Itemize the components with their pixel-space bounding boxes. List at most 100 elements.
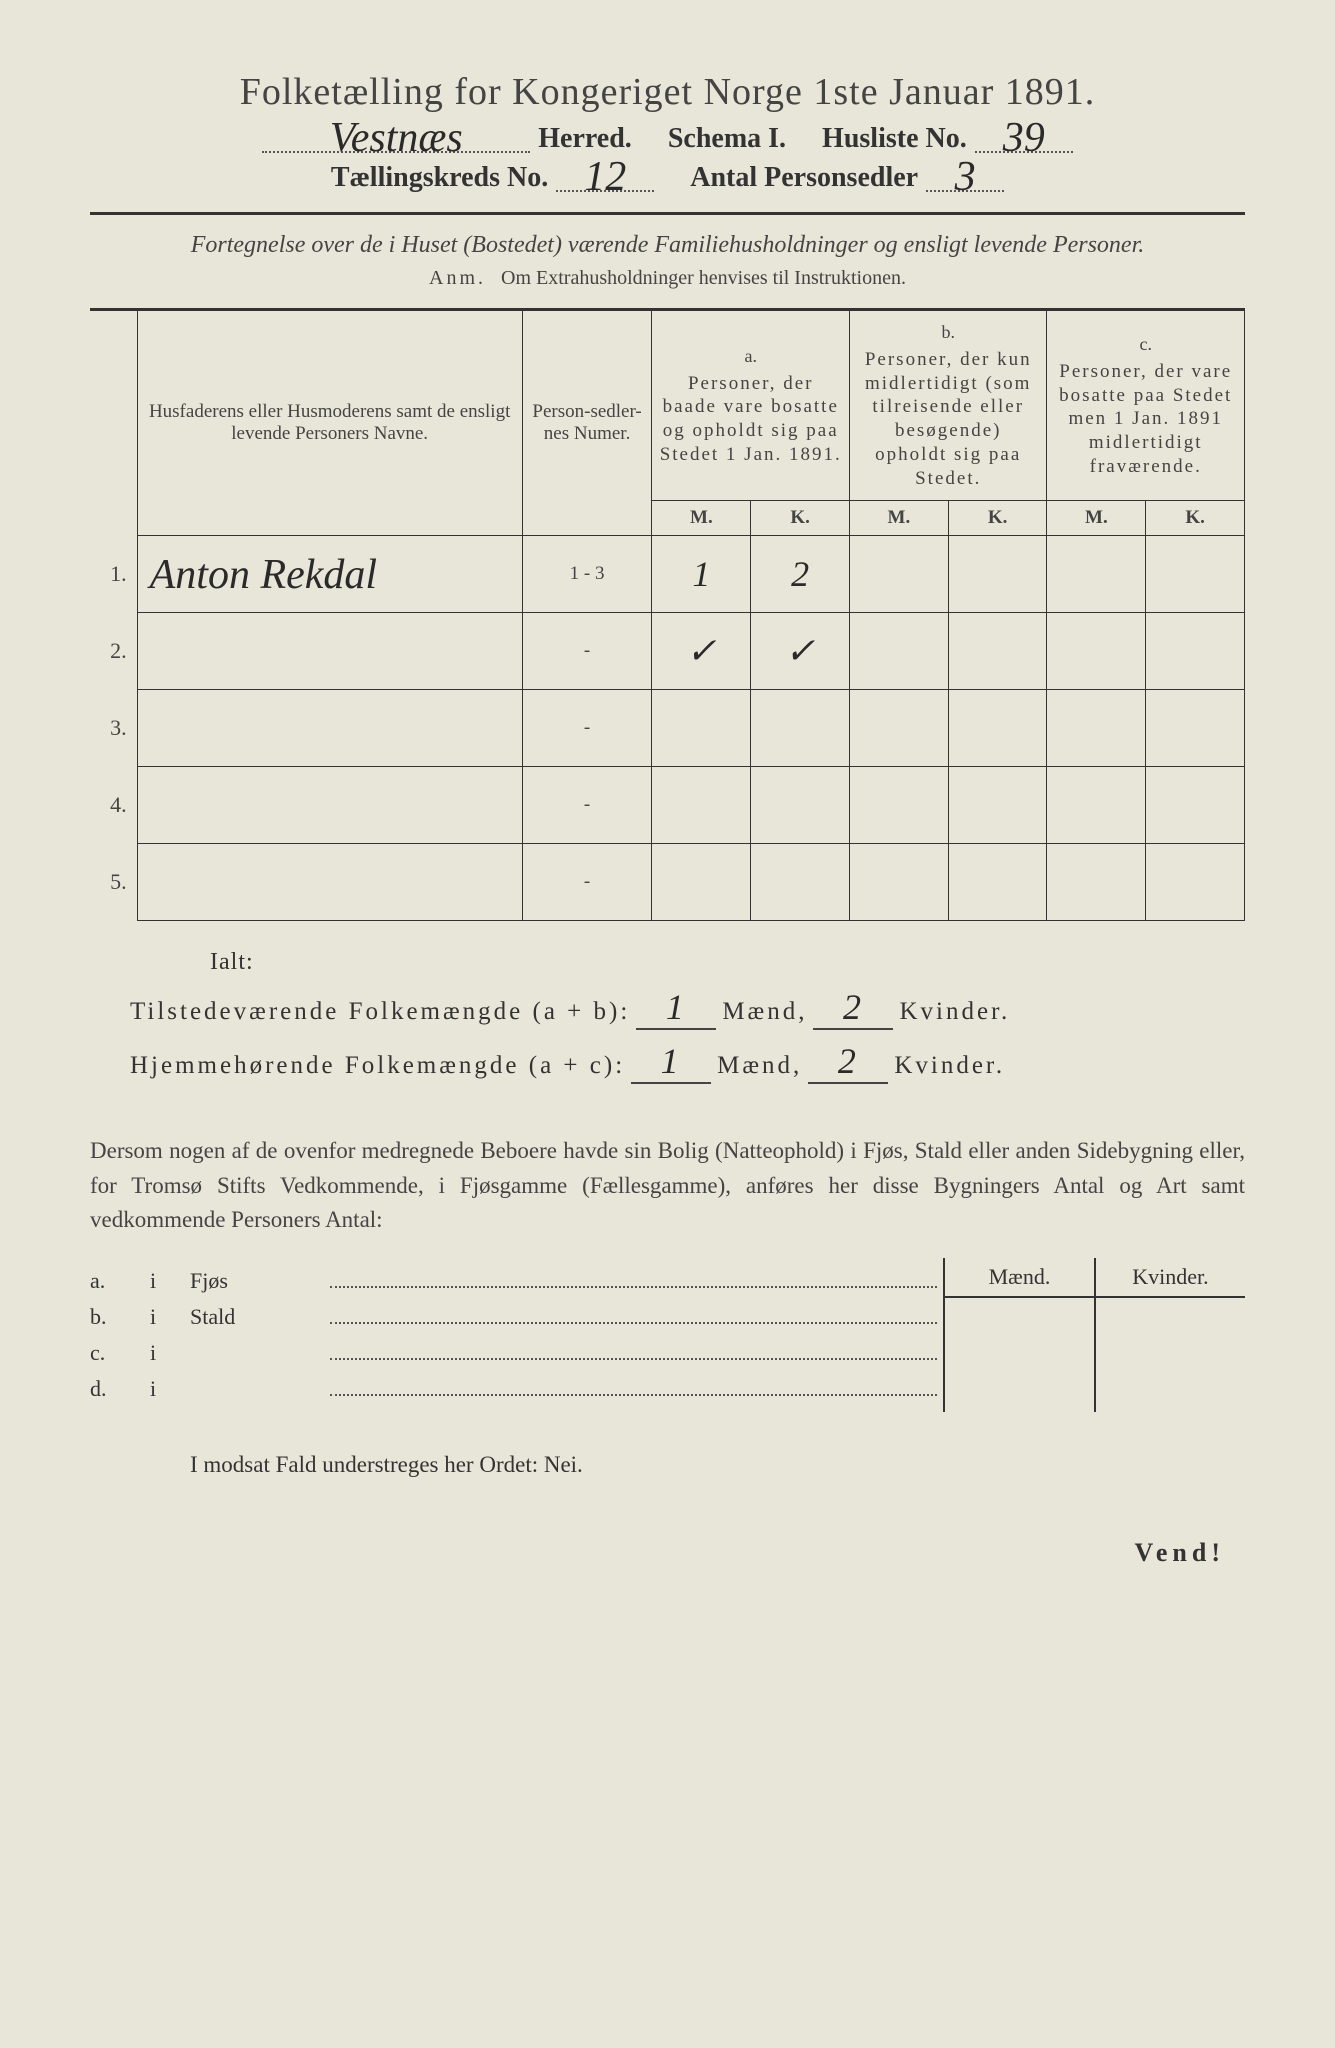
header-row-1: Vestnæs Herred. Schema I. Husliste No. 3… — [90, 122, 1245, 155]
kreds-value: 12 — [556, 165, 654, 192]
col-b-k: K. — [948, 501, 1047, 536]
schema-label: Schema I. — [668, 123, 786, 155]
anm-line: Anm. Om Extrahusholdninger henvises til … — [90, 267, 1245, 290]
side-lab: b. — [90, 1304, 150, 1330]
anm-text: Om Extrahusholdninger henvises til Instr… — [501, 267, 906, 289]
c-k — [1146, 536, 1245, 613]
side-dots — [330, 1344, 937, 1360]
antal-label: Antal Personsedler — [690, 162, 918, 194]
row-number: 4. — [90, 767, 137, 844]
b-k — [948, 613, 1047, 690]
c-m — [1047, 844, 1146, 921]
col-c-k: K. — [1146, 501, 1245, 536]
side-i: i — [150, 1340, 190, 1366]
a-m — [652, 844, 751, 921]
col-a: a. Personer, der baade vare bosatte og o… — [652, 310, 850, 501]
kvinder-label-2: Kvinder. — [894, 1052, 1005, 1080]
sum-line-1: Tilstedeværende Folkemængde (a + b): 1 M… — [130, 986, 1245, 1030]
row-number: 2. — [90, 613, 137, 690]
name-cell — [137, 767, 522, 844]
table-row: 2.-✓✓ — [90, 613, 1245, 690]
numer-cell: 1 - 3 — [522, 536, 652, 613]
c-m — [1047, 690, 1146, 767]
table-row: 4.- — [90, 767, 1245, 844]
side-head-k: Kvinder. — [1096, 1258, 1245, 1298]
b-k — [948, 844, 1047, 921]
b-m — [849, 536, 948, 613]
nei-line: I modsat Fald understreges her Ordet: Ne… — [190, 1452, 1245, 1478]
col-a-k: K. — [751, 501, 850, 536]
a-m — [652, 767, 751, 844]
side-dots — [330, 1380, 937, 1396]
a-k — [751, 844, 850, 921]
a-k — [751, 767, 850, 844]
c-m — [1047, 613, 1146, 690]
col-a-m: M. — [652, 501, 751, 536]
c-m — [1047, 767, 1146, 844]
side-col-k: Kvinder. — [1094, 1258, 1245, 1412]
paragraph: Dersom nogen af de ovenfor medregnede Be… — [90, 1134, 1245, 1238]
sum2-label: Hjemmehørende Folkemængde (a + c): — [130, 1052, 625, 1080]
side-i: i — [150, 1304, 190, 1330]
census-form-page: Folketælling for Kongeriget Norge 1ste J… — [0, 0, 1335, 2048]
c-k — [1146, 613, 1245, 690]
b-m — [849, 844, 948, 921]
side-row: c.i — [90, 1340, 943, 1366]
side-lab: a. — [90, 1268, 150, 1294]
name-cell — [137, 690, 522, 767]
c-m — [1047, 536, 1146, 613]
maend-label-2: Mænd, — [717, 1052, 802, 1080]
row-number: 3. — [90, 690, 137, 767]
name-cell — [137, 613, 522, 690]
col-b-m: M. — [849, 501, 948, 536]
antal-value: 3 — [926, 165, 1004, 192]
sum-line-2: Hjemmehørende Folkemængde (a + c): 1 Mæn… — [130, 1040, 1245, 1084]
b-m — [849, 690, 948, 767]
husliste-label: Husliste No. — [822, 123, 967, 155]
side-dots — [330, 1272, 937, 1288]
side-dots — [330, 1308, 937, 1324]
side-row: a.iFjøs — [90, 1268, 943, 1294]
col-numer: Person-sedler-nes Numer. — [522, 310, 652, 536]
table-row: 1.Anton Rekdal1 - 312 — [90, 536, 1245, 613]
a-k: 2 — [751, 536, 850, 613]
numer-cell: - — [522, 613, 652, 690]
row-number: 1. — [90, 536, 137, 613]
b-m — [849, 767, 948, 844]
name-cell — [137, 844, 522, 921]
side-i: i — [150, 1376, 190, 1402]
divider — [90, 212, 1245, 215]
a-k: ✓ — [751, 613, 850, 690]
sum1-label: Tilstedeværende Folkemængde (a + b): — [130, 998, 630, 1026]
numer-cell: - — [522, 690, 652, 767]
side-name: Stald — [190, 1304, 330, 1330]
page-title: Folketælling for Kongeriget Norge 1ste J… — [90, 70, 1245, 114]
maend-label: Mænd, — [722, 998, 807, 1026]
col-c: c. Personer, der vare bosatte paa Stedet… — [1047, 310, 1245, 501]
header-row-2: Tællingskreds No. 12 Antal Personsedler … — [90, 161, 1245, 194]
anm-label: Anm. — [429, 267, 486, 289]
a-m: 1 — [652, 536, 751, 613]
sum1-m: 1 — [636, 986, 716, 1030]
kreds-label: Tællingskreds No. — [331, 162, 548, 194]
sum2-k: 2 — [808, 1040, 888, 1084]
table-row: 3. - — [90, 690, 1245, 767]
side-lab: c. — [90, 1340, 150, 1366]
side-row: b.iStald — [90, 1304, 943, 1330]
side-row: d.i — [90, 1376, 943, 1402]
side-col-m: Mænd. — [945, 1258, 1094, 1412]
col-b: b. Personer, der kun midlertidigt (som t… — [849, 310, 1047, 501]
numer-cell: - — [522, 844, 652, 921]
c-k — [1146, 844, 1245, 921]
col-names: Husfaderens eller Husmoderens samt de en… — [137, 310, 522, 536]
row-number: 5. — [90, 844, 137, 921]
description: Fortegnelse over de i Huset (Bostedet) v… — [90, 229, 1245, 261]
table-row: 5. - — [90, 844, 1245, 921]
b-m — [849, 613, 948, 690]
vend-label: Vend! — [90, 1538, 1225, 1568]
a-m — [652, 690, 751, 767]
name-cell: Anton Rekdal — [137, 536, 522, 613]
side-i: i — [150, 1268, 190, 1294]
side-name: Fjøs — [190, 1268, 330, 1294]
kvinder-label: Kvinder. — [899, 998, 1010, 1026]
